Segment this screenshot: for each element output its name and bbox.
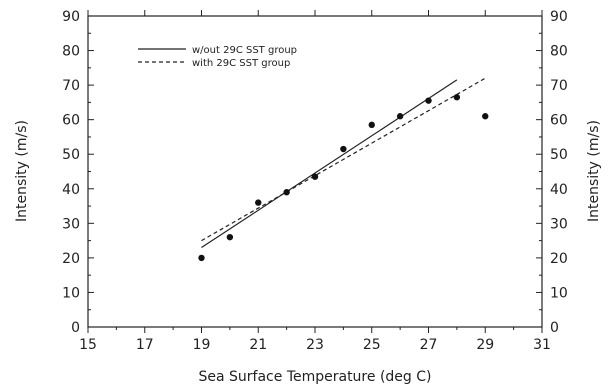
y-tick-label-left: 40 <box>62 182 80 198</box>
x-tick-label: 25 <box>363 337 381 353</box>
x-axis-label: Sea Surface Temperature (deg C) <box>199 369 432 385</box>
y-tick-label-left: 70 <box>62 78 80 94</box>
y-tick-label-right: 10 <box>550 285 568 301</box>
y-tick-label-left: 20 <box>62 251 80 267</box>
regression-lines <box>201 77 486 249</box>
data-point <box>255 199 262 206</box>
legend-label-solid: w/out 29C SST group <box>192 45 297 56</box>
y-tick-label-left: 80 <box>62 44 80 60</box>
y-tick-label-left: 0 <box>71 320 80 336</box>
regression-line-without-29c <box>201 79 458 249</box>
x-tick-label: 19 <box>193 337 211 353</box>
x-tick-label: 23 <box>306 337 324 353</box>
y-tick-label-right: 0 <box>550 320 559 336</box>
y-tick-label-right: 60 <box>550 113 568 129</box>
x-axis: 15 17 19 21 23 25 27 29 31 <box>79 10 551 353</box>
y-tick-label-left: 30 <box>62 216 80 232</box>
y-tick-label-right: 70 <box>550 78 568 94</box>
data-point <box>396 113 404 120</box>
data-point <box>368 121 375 129</box>
y-tick-label-left: 90 <box>62 9 80 25</box>
data-point <box>311 173 319 180</box>
data-point <box>340 145 347 153</box>
y-tick-label-right: 80 <box>550 44 568 60</box>
data-points <box>198 94 489 262</box>
regression-line-with-29c <box>201 77 486 242</box>
data-point <box>482 113 489 120</box>
legend-label-dashed: with 29C SST group <box>192 58 290 69</box>
plot-frame <box>87 15 543 328</box>
x-tick-label: 27 <box>420 337 438 353</box>
y-tick-label-right: 50 <box>550 147 568 163</box>
data-point <box>198 254 205 262</box>
y-tick-label-right: 20 <box>550 251 568 267</box>
x-tick-label: 15 <box>79 337 97 353</box>
y-axis-label-left: Intensity (m/s) <box>14 120 30 222</box>
x-tick-label: 31 <box>533 337 551 353</box>
y-tick-label-left: 10 <box>62 285 80 301</box>
data-point <box>226 233 234 241</box>
x-tick-label: 29 <box>476 337 494 353</box>
y-axis-right: 0 10 20 30 40 50 60 70 80 90 <box>536 9 568 336</box>
y-tick-label-right: 30 <box>550 216 568 232</box>
legend: w/out 29C SST group with 29C SST group <box>138 45 297 69</box>
y-axis-label-right: Intensity (m/s) <box>586 120 602 222</box>
y-tick-label-right: 90 <box>550 9 568 25</box>
y-axis-left: 0 10 20 30 40 50 60 70 80 90 <box>62 9 94 336</box>
x-tick-label: 21 <box>249 337 267 353</box>
y-tick-label-left: 60 <box>62 113 80 129</box>
data-point <box>453 94 461 101</box>
y-tick-label-right: 40 <box>550 182 568 198</box>
y-tick-label-left: 50 <box>62 147 80 163</box>
x-tick-label: 17 <box>136 337 154 353</box>
data-point <box>283 189 290 196</box>
data-point <box>425 97 432 104</box>
